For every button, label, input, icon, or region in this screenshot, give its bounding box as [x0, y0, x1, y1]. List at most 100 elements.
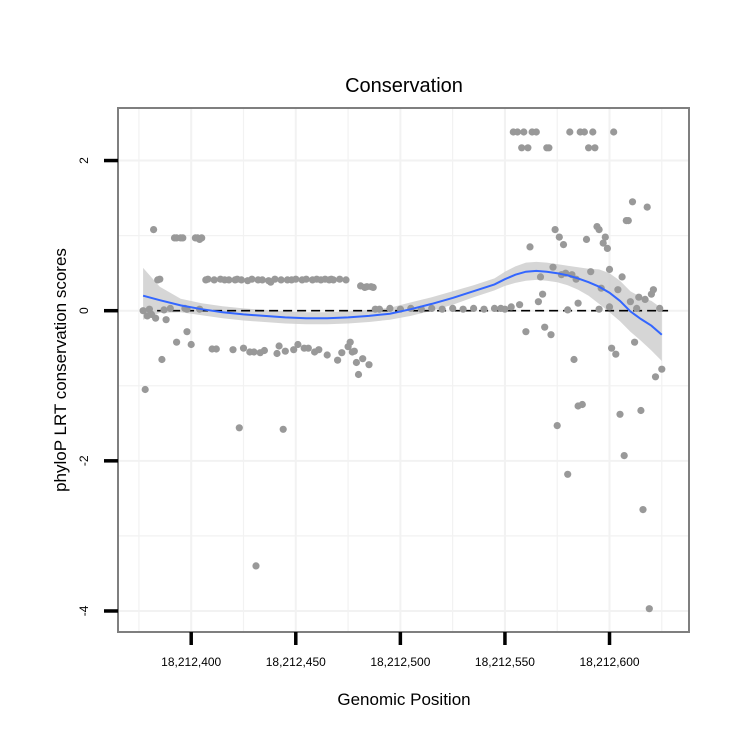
data-point — [315, 346, 323, 354]
data-point — [323, 351, 331, 359]
y-tick-label: 0 — [77, 307, 91, 314]
data-point — [616, 410, 624, 418]
data-point — [658, 365, 666, 373]
data-point — [225, 276, 233, 284]
data-point — [516, 301, 524, 309]
data-point — [354, 370, 363, 379]
data-point — [187, 340, 195, 349]
data-point — [302, 275, 310, 283]
data-point — [513, 128, 522, 136]
data-point — [559, 241, 568, 249]
data-point — [334, 356, 342, 364]
plot-panel — [118, 108, 689, 632]
x-tick-label: 18,212,400 — [161, 655, 221, 669]
smooth-line-group — [142, 269, 663, 336]
x-tick-label: 18,212,550 — [475, 655, 535, 669]
smooth-line — [142, 269, 663, 336]
data-point — [470, 304, 478, 312]
x-axis-title: Genomic Position — [337, 690, 470, 709]
data-point — [160, 306, 168, 314]
data-point — [336, 275, 344, 283]
data-point — [292, 275, 300, 283]
data-point — [166, 304, 174, 312]
data-point — [626, 298, 635, 306]
chart-title: Conservation — [345, 75, 463, 97]
data-point — [350, 347, 358, 355]
data-point — [273, 349, 281, 358]
data-point — [534, 298, 543, 306]
data-point — [329, 276, 337, 284]
data-point — [346, 338, 354, 346]
y-axis: -4 -2 0 2 — [77, 157, 118, 616]
data-point — [526, 243, 534, 251]
data-point — [237, 276, 245, 284]
data-point — [173, 338, 181, 346]
data-point — [574, 299, 582, 307]
data-point — [536, 273, 545, 281]
data-point — [277, 276, 285, 284]
data-point — [551, 226, 559, 234]
data-point — [248, 275, 256, 283]
data-point — [564, 470, 572, 478]
data-point — [428, 304, 436, 312]
data-point — [162, 316, 170, 324]
data-point — [539, 290, 547, 298]
data-point — [578, 400, 586, 409]
data-point — [490, 304, 499, 312]
data-point — [637, 406, 645, 415]
data-point — [139, 307, 147, 315]
data-point — [595, 305, 603, 313]
data-point — [541, 323, 549, 331]
data-point — [183, 328, 191, 336]
data-point — [553, 422, 561, 430]
panel-border — [117, 107, 690, 633]
data-point — [610, 128, 618, 136]
data-point — [501, 305, 509, 313]
data-point — [281, 347, 289, 355]
data-point — [212, 345, 220, 353]
data-point — [566, 128, 574, 136]
data-point — [582, 235, 591, 243]
data-point — [612, 350, 620, 358]
data-point — [294, 340, 302, 349]
data-point — [152, 314, 160, 322]
data-point — [359, 355, 367, 363]
data-point — [204, 275, 212, 283]
data-point — [635, 293, 643, 301]
x-tick-label: 18,212,500 — [370, 655, 430, 669]
data-point — [252, 562, 260, 570]
data-point — [524, 144, 532, 152]
data-point — [605, 265, 614, 273]
x-axis: 18,212,400 18,212,450 18,212,500 18,212,550… — [161, 632, 640, 669]
data-point — [260, 346, 268, 355]
data-point — [522, 328, 530, 336]
data-point — [555, 233, 563, 241]
data-point — [229, 346, 237, 354]
data-point — [239, 344, 248, 352]
y-axis-title: phyloP LRT conservation scores — [51, 248, 70, 492]
data-point — [507, 303, 515, 311]
data-point — [570, 355, 578, 364]
data-point — [549, 263, 557, 271]
data-point — [150, 226, 158, 234]
data-point — [639, 506, 647, 514]
data-point — [585, 144, 593, 152]
data-point — [580, 128, 589, 136]
data-point — [365, 361, 373, 369]
data-point — [386, 304, 394, 312]
data-point — [375, 305, 383, 313]
data-point — [158, 355, 166, 364]
y-tick-label: -4 — [77, 605, 91, 616]
y-tick-label: -2 — [77, 455, 91, 466]
data-point — [656, 304, 664, 312]
data-point — [587, 268, 595, 276]
data-point — [599, 239, 607, 247]
scatter-points — [139, 128, 666, 613]
data-point — [620, 452, 628, 460]
data-point — [601, 233, 609, 241]
data-point — [608, 344, 616, 352]
data-point — [275, 342, 283, 350]
data-point — [342, 276, 350, 284]
data-point — [633, 304, 641, 312]
x-tick-label: 18,212,450 — [266, 655, 326, 669]
